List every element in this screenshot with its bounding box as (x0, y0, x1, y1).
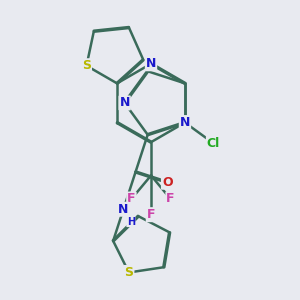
Text: H: H (127, 217, 135, 226)
Text: S: S (82, 59, 91, 72)
Text: S: S (124, 266, 134, 279)
Text: N: N (180, 116, 190, 129)
Text: Cl: Cl (207, 137, 220, 150)
Text: N: N (118, 203, 129, 216)
Text: O: O (162, 176, 172, 189)
Text: N: N (146, 57, 156, 70)
Text: F: F (127, 193, 136, 206)
Text: N: N (119, 97, 130, 110)
Text: F: F (147, 208, 155, 221)
Text: F: F (167, 193, 175, 206)
